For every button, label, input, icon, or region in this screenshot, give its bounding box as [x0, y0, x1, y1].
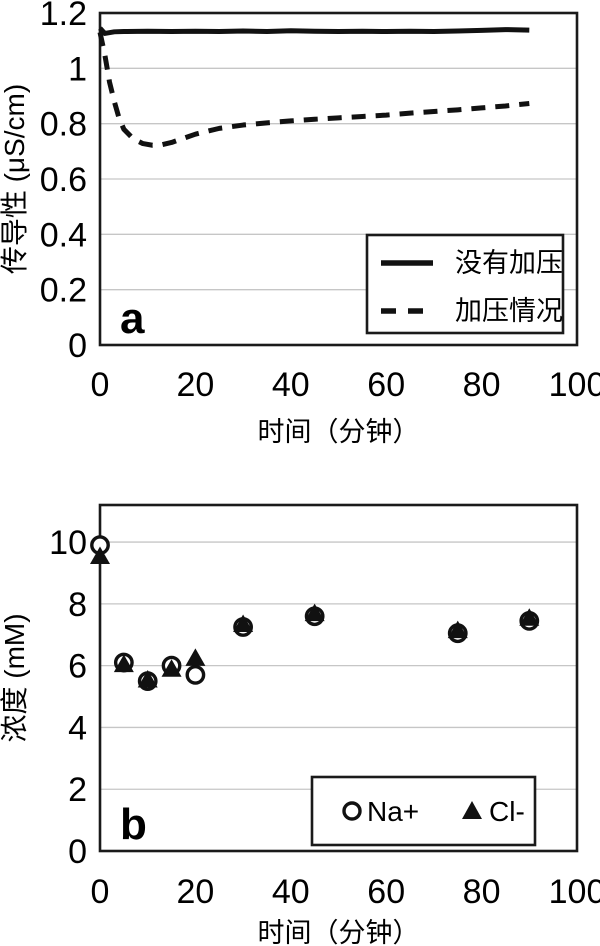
y-tick-label: 4 — [68, 709, 87, 747]
y-tick-label: 1 — [68, 50, 87, 88]
cl-data-point — [233, 614, 254, 632]
y-tick-label: 0 — [68, 833, 87, 871]
y-tick-label: 0.8 — [40, 106, 87, 144]
y-tick-label: 1.2 — [40, 0, 87, 33]
chart-panel-b: 0 2 4 6 8 10 0 20 40 60 80 100 时间（分钟） 浓度 (mM) b Na+ Cl- — [0, 460, 600, 946]
cl-data-point — [185, 648, 206, 666]
legend-label: Cl- — [489, 796, 525, 827]
cl-data-point — [161, 659, 182, 677]
y-tick-label: 6 — [68, 648, 87, 686]
y-tick-label: 8 — [68, 586, 87, 624]
legend-label: 加压情况 — [455, 296, 563, 326]
y-axis-title: 传导性 (μS/cm) — [0, 84, 30, 274]
x-tick-label: 40 — [272, 366, 310, 404]
y-tick-label: 0 — [68, 327, 87, 365]
x-tick-label: 60 — [367, 366, 405, 404]
legend-box — [365, 233, 565, 335]
cl-data-point — [137, 670, 158, 688]
legend-triangle-marker — [462, 801, 482, 819]
na-data-point — [185, 665, 206, 685]
series-solid-line — [98, 26, 530, 36]
x-tick-label: 40 — [272, 873, 310, 911]
y-tick-label: 0.4 — [40, 216, 87, 254]
y-tick-label: 0.6 — [40, 161, 87, 199]
conductivity-line-chart: 0 0.2 0.4 0.6 0.8 1 1.2 0 20 40 60 80 100 时间（分钟） 传导性 (… — [0, 0, 600, 447]
x-tick-label: 0 — [91, 366, 110, 404]
x-axis-title: 时间（分钟） — [258, 417, 420, 447]
x-tick-label: 60 — [367, 873, 405, 911]
x-tick-label: 20 — [176, 873, 214, 911]
cl-data-point — [113, 654, 134, 673]
cl-data-point — [90, 546, 110, 564]
plot-border — [98, 503, 579, 853]
y-tick-label: 10 — [49, 524, 87, 562]
panel-label: b — [120, 800, 147, 849]
chart-panel-a: 0 0.2 0.4 0.6 0.8 1 1.2 0 20 40 60 80 100 时间（分钟） 传导性 (… — [0, 0, 600, 455]
x-tick-label: 100 — [549, 366, 600, 404]
cl-data-point — [304, 603, 325, 622]
x-axis-title: 时间（分钟） — [258, 918, 420, 946]
y-tick-label: 2 — [68, 771, 87, 809]
legend-label: 没有加压 — [455, 248, 563, 278]
cl-data-point — [447, 620, 468, 639]
series-dashed-line — [97, 31, 530, 148]
cl-data-point — [519, 608, 540, 626]
x-tick-label: 80 — [463, 366, 501, 404]
legend-label: Na+ — [367, 796, 419, 827]
legend-circle-marker — [342, 801, 362, 821]
y-axis-title: 浓度 (mM) — [0, 613, 30, 742]
x-tick-label: 20 — [176, 366, 214, 404]
plot-border — [98, 11, 579, 347]
x-tick-label: 100 — [549, 873, 600, 911]
y-tick-label: 0.2 — [40, 272, 87, 310]
x-tick-label: 0 — [91, 873, 110, 911]
panel-label: a — [120, 294, 145, 343]
x-tick-label: 80 — [463, 873, 501, 911]
